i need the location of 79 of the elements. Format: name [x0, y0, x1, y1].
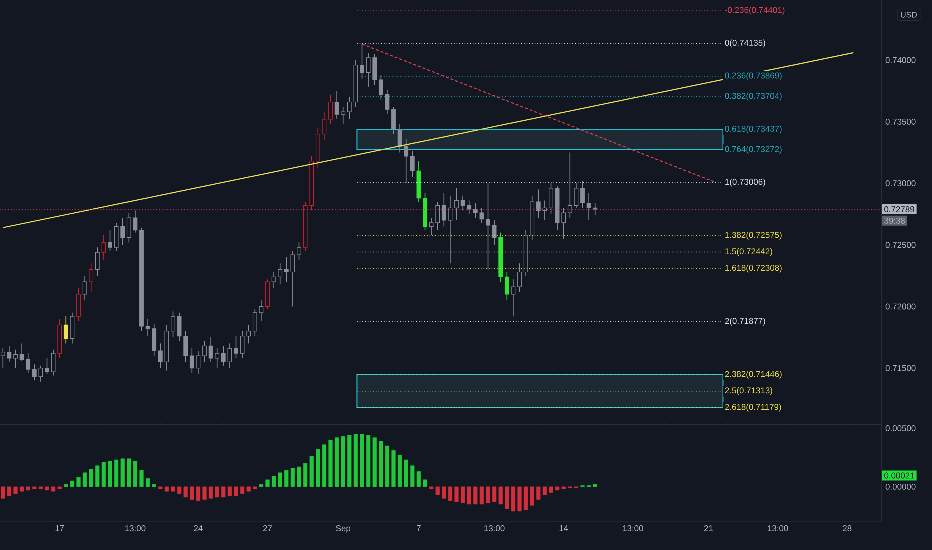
ref-line-label: 2.382(0.71446) — [725, 371, 782, 379]
y-tick-label: 0.72000 — [886, 304, 916, 310]
x-tick-label: 14 — [560, 526, 568, 532]
candlestick — [234, 336, 238, 359]
x-tick-label: 24 — [194, 526, 203, 532]
bar — [423, 480, 428, 488]
x-tick-label: 7 — [417, 526, 421, 532]
bar — [297, 466, 302, 488]
bar — [45, 486, 50, 491]
candlestick — [45, 358, 50, 375]
bar — [171, 486, 176, 492]
x-tick-label: 13:00 — [768, 526, 788, 532]
y-tick-label: 0.00000 — [886, 484, 916, 490]
candlestick — [486, 183, 490, 270]
candlestick — [328, 94, 333, 125]
ref-line-label: 0.764(0.73272) — [725, 146, 782, 154]
text: 0.00021 — [884, 472, 914, 479]
bar — [253, 486, 258, 490]
bar — [328, 440, 333, 488]
ref-line-label: 0.382(0.73704) — [725, 92, 782, 101]
candlestick — [518, 263, 522, 292]
candlestick — [504, 272, 510, 301]
bar — [454, 486, 459, 502]
ref-line-label: 0.236(0.73869) — [725, 72, 782, 80]
bar — [202, 486, 207, 500]
candlestick — [392, 106, 396, 135]
ref-line-label: 2(0.71877) — [725, 318, 766, 326]
bar — [360, 434, 364, 488]
candlestick — [76, 288, 81, 322]
ref-line-label: 2.5(0.71313) — [725, 387, 772, 396]
x-tick-label: 13:00 — [125, 526, 146, 532]
candlestick — [297, 242, 302, 260]
x-tick-label: 17 — [56, 526, 64, 532]
bar — [234, 486, 238, 496]
bar — [266, 480, 270, 488]
y-tick-label: 0.73500 — [886, 118, 916, 125]
x-tick-label: 13:00 — [623, 526, 644, 532]
x-tick-label: 13:00 — [484, 526, 505, 532]
bar — [76, 477, 81, 488]
y-tick-label: 0.71500 — [886, 365, 916, 372]
bar — [14, 486, 18, 494]
ref-line-label: 1.618(0.72308) — [726, 264, 782, 273]
ref-line-label: 0.618(0.73437) — [725, 126, 782, 134]
candlestick — [64, 316, 68, 344]
x-tick-label: 27 — [263, 526, 272, 532]
x-tick-label: 21 — [704, 526, 714, 532]
bar — [140, 470, 144, 488]
bar — [518, 486, 522, 512]
candlestick — [454, 188, 459, 221]
candlestick — [70, 312, 75, 344]
y-tick-label: 0.73000 — [886, 180, 916, 187]
ref-line-label: 2.618(0.71179) — [725, 404, 782, 412]
candlestick — [14, 349, 18, 369]
bar — [108, 461, 112, 488]
text: 39:38 — [884, 218, 906, 224]
ref-line-label: 1.5(0.72442) — [726, 248, 772, 256]
x-tick-label: 28 — [843, 526, 852, 532]
y-tick-label: 0.00500 — [886, 426, 916, 432]
ref-line-label: 0.72789 — [884, 206, 914, 213]
bar — [549, 486, 554, 493]
ref-line-label: 1.382(0.72575) — [726, 232, 782, 240]
x-tick-label: Sep — [336, 526, 351, 534]
candlestick — [492, 220, 497, 246]
bar — [259, 484, 264, 488]
bar — [392, 450, 396, 488]
ref-line-label: 0(0.74135) — [725, 40, 766, 48]
candlestick — [580, 180, 585, 209]
candlestick — [410, 151, 415, 178]
candlestick — [171, 311, 176, 338]
ref-line-label: 1(0.73006) — [726, 178, 766, 187]
y-tick-label: 0.72500 — [886, 242, 916, 248]
candlestick — [360, 44, 364, 80]
y-tick-label: 0.74000 — [886, 57, 916, 64]
candlestick — [549, 183, 554, 215]
ref-line-label: -0.236(0.74401) — [725, 7, 785, 15]
candlestick — [511, 279, 516, 317]
candlestick — [202, 340, 207, 363]
candlestick — [108, 230, 112, 252]
bar — [486, 486, 490, 504]
